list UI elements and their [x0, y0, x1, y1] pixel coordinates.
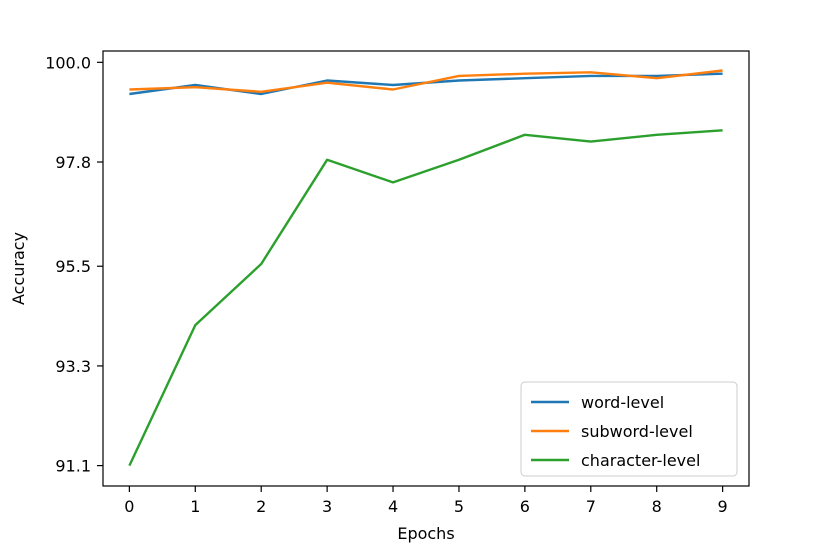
legend-label: subword-level — [581, 422, 693, 441]
x-tick-label: 6 — [520, 497, 530, 516]
y-axis: 91.1 93.3 95.5 97.8 100.0 — [45, 53, 103, 476]
x-tick-label: 3 — [322, 497, 332, 516]
x-axis: 0 1 2 3 4 5 6 7 8 9 — [124, 486, 728, 516]
x-tick-label: 7 — [586, 497, 596, 516]
y-tick-label: 100.0 — [45, 53, 91, 72]
x-tick-label: 0 — [124, 497, 134, 516]
y-tick-label: 95.5 — [55, 257, 91, 276]
series-lines — [128, 69, 723, 467]
series-line-subword-level — [129, 69, 723, 94]
legend: word-level subword-level character-level — [520, 381, 738, 477]
x-tick-label: 2 — [256, 497, 266, 516]
legend-label: character-level — [581, 451, 700, 470]
legend-label: word-level — [581, 393, 664, 412]
x-tick-label: 9 — [718, 497, 728, 516]
x-tick-label: 8 — [652, 497, 662, 516]
x-tick-label: 4 — [388, 497, 398, 516]
series-line-character-level — [128, 129, 723, 467]
y-tick-label: 93.3 — [55, 357, 91, 376]
plot-frame — [102, 50, 750, 487]
y-tick-label: 97.8 — [55, 153, 91, 172]
y-axis-label: Accuracy — [9, 232, 28, 305]
legend-box — [520, 381, 738, 477]
x-tick-label: 1 — [190, 497, 200, 516]
y-tick-label: 91.1 — [55, 457, 91, 476]
x-axis-label: Epochs — [397, 524, 454, 543]
x-tick-label: 5 — [454, 497, 464, 516]
